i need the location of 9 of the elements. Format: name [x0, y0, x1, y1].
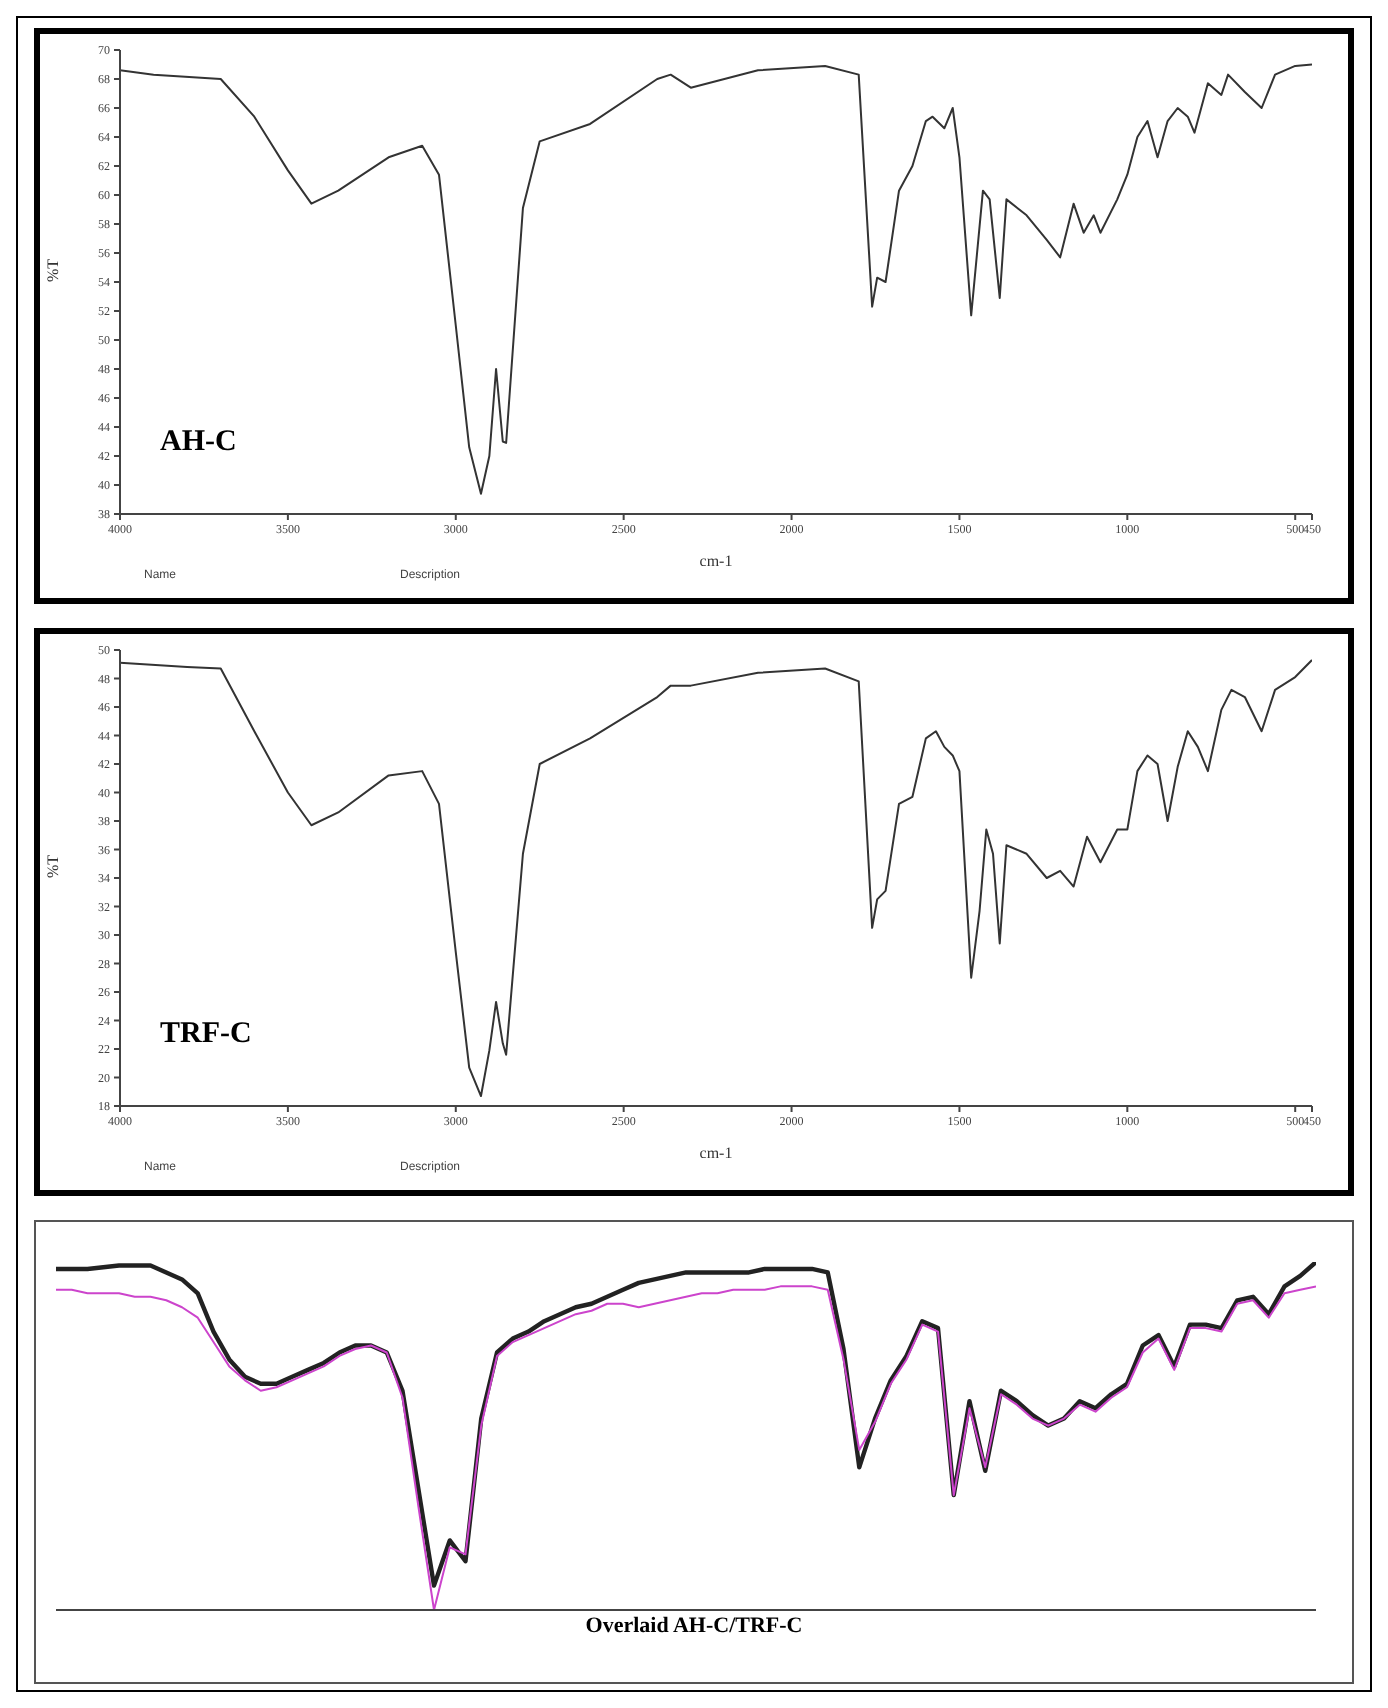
y-axis-title: %T [43, 258, 62, 282]
x-axis-title: cm-1 [699, 552, 733, 570]
annotation: AH-C [160, 426, 237, 460]
text: Overlaid AH-C/TRF-C [583, 1614, 805, 1638]
line-series [120, 63, 1312, 495]
y-axis-title: %T [43, 854, 62, 878]
line-series [120, 658, 1312, 1098]
annotation: TRF-C [160, 1018, 252, 1052]
x-axis-title: cm-1 [699, 1144, 733, 1162]
